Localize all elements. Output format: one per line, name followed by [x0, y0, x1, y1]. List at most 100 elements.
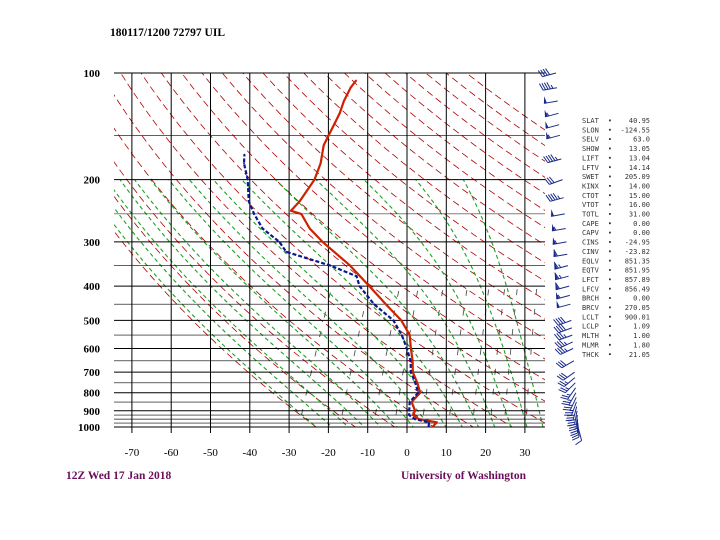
wind-barb-flag — [556, 332, 562, 340]
temperature-point — [355, 79, 357, 82]
moist-adiabat-line — [315, 179, 496, 427]
index-dot — [609, 222, 611, 225]
index-value: 14.00 — [629, 182, 650, 190]
temperature-point — [368, 285, 371, 287]
index-value: 63.0 — [633, 136, 650, 144]
mixing-ratio-line — [298, 285, 333, 427]
wind-barb-flag — [554, 342, 561, 349]
temperature-point — [408, 334, 411, 336]
index-dot — [609, 128, 611, 131]
wind-barb-half — [567, 399, 572, 401]
temperature-point — [343, 100, 345, 102]
wind-barb — [553, 249, 568, 258]
temperature-point — [416, 381, 419, 384]
wind-barb-flag — [557, 347, 564, 354]
index-value: 0.00 — [633, 229, 650, 237]
dewpoint-point — [414, 381, 417, 384]
wind-barb-flag — [544, 178, 550, 185]
temperature-tick-label: -70 — [125, 447, 140, 459]
wind-barb-flag — [563, 406, 572, 409]
index-label: THCK — [582, 351, 600, 359]
index-label: VTOT — [582, 201, 600, 209]
index-label: BRCH — [582, 295, 599, 303]
index-label: SHOW — [582, 145, 600, 153]
index-value: 1.00 — [633, 332, 650, 340]
footer-institution: University of Washington — [401, 470, 527, 482]
wind-barb-flag — [562, 400, 571, 404]
wind-barb-flag — [572, 436, 580, 441]
wind-barb — [556, 371, 575, 381]
index-dot — [609, 119, 611, 122]
index-dot — [609, 241, 611, 243]
wind-barb-flag — [547, 154, 554, 162]
wind-barb-flag — [561, 394, 570, 398]
wind-barb-flag — [550, 154, 556, 161]
dry-adiabat-line — [201, 73, 545, 360]
dewpoint-point — [246, 178, 249, 181]
dewpoint-point — [408, 409, 411, 412]
dewpoint-point — [329, 264, 332, 267]
wind-barb-flag — [575, 440, 582, 446]
dry-adiabat-line — [303, 73, 545, 264]
dry-adiabat-line — [114, 195, 357, 427]
wind-barb-flag — [558, 374, 566, 380]
temperature-point — [435, 421, 438, 424]
index-label: CAPV — [582, 229, 600, 237]
pressure-tick-label: 500 — [84, 315, 101, 327]
wind-barb-flag — [560, 360, 567, 366]
wind-barb-half — [565, 387, 570, 390]
index-value: 13.04 — [629, 154, 650, 162]
wind-barb-flag — [560, 387, 568, 392]
wind-barb-flag — [537, 70, 543, 77]
temperature-tick-label: 10 — [441, 447, 453, 459]
moist-adiabat-line — [212, 179, 447, 427]
wind-barb-flag — [543, 156, 549, 163]
wind-barb — [553, 324, 572, 334]
wind-barb — [550, 209, 565, 217]
wind-barb — [545, 192, 564, 202]
index-value: 14.14 — [629, 164, 650, 172]
wind-barb-flag — [560, 324, 567, 331]
wind-barb-flag — [554, 333, 560, 341]
wind-barb-half — [564, 381, 569, 384]
index-dot — [609, 343, 611, 346]
wind-barb-flag — [553, 326, 560, 334]
index-dot — [609, 297, 611, 299]
dry-adiabat-line — [120, 73, 514, 427]
index-label: LIFT — [582, 154, 600, 162]
wind-barb-pennant — [555, 291, 560, 300]
dewpoint-point — [406, 347, 408, 350]
wind-barb-flag — [570, 430, 578, 434]
wind-barb-half — [553, 226, 557, 231]
temperature-point — [313, 178, 316, 181]
dewpoint-point — [285, 250, 288, 253]
pressure-tick-label: 200 — [84, 175, 101, 187]
wind-barb-flag — [545, 194, 551, 202]
dewpoint-point — [408, 414, 410, 416]
wind-barb-flag — [556, 341, 563, 348]
wind-barb-half — [557, 294, 561, 299]
wind-barb-flag — [557, 361, 565, 367]
index-dot — [609, 287, 611, 290]
wind-barb — [554, 340, 573, 349]
index-label: SLAT — [582, 117, 600, 125]
wind-barb-flag — [562, 408, 571, 411]
dewpoint-point — [417, 391, 420, 394]
index-dot — [609, 325, 611, 327]
mixing-ratio-lines — [298, 285, 538, 427]
wind-barb-half — [546, 112, 550, 117]
wind-barb-flag — [568, 428, 577, 432]
wind-barb — [555, 291, 570, 300]
index-value: 15.00 — [629, 192, 650, 200]
wind-barb-flag — [558, 324, 564, 332]
wind-barb-flag — [553, 261, 559, 269]
wind-barb-flag — [541, 82, 547, 90]
temperature-point — [411, 359, 414, 362]
index-label: LCLP — [582, 323, 599, 331]
index-label: TOTL — [582, 211, 599, 219]
dry-adiabat-line — [364, 73, 545, 211]
temperature-tick-label: 30 — [519, 447, 531, 459]
grid-lines — [114, 72, 545, 433]
moist-adiabat-line — [363, 179, 512, 427]
